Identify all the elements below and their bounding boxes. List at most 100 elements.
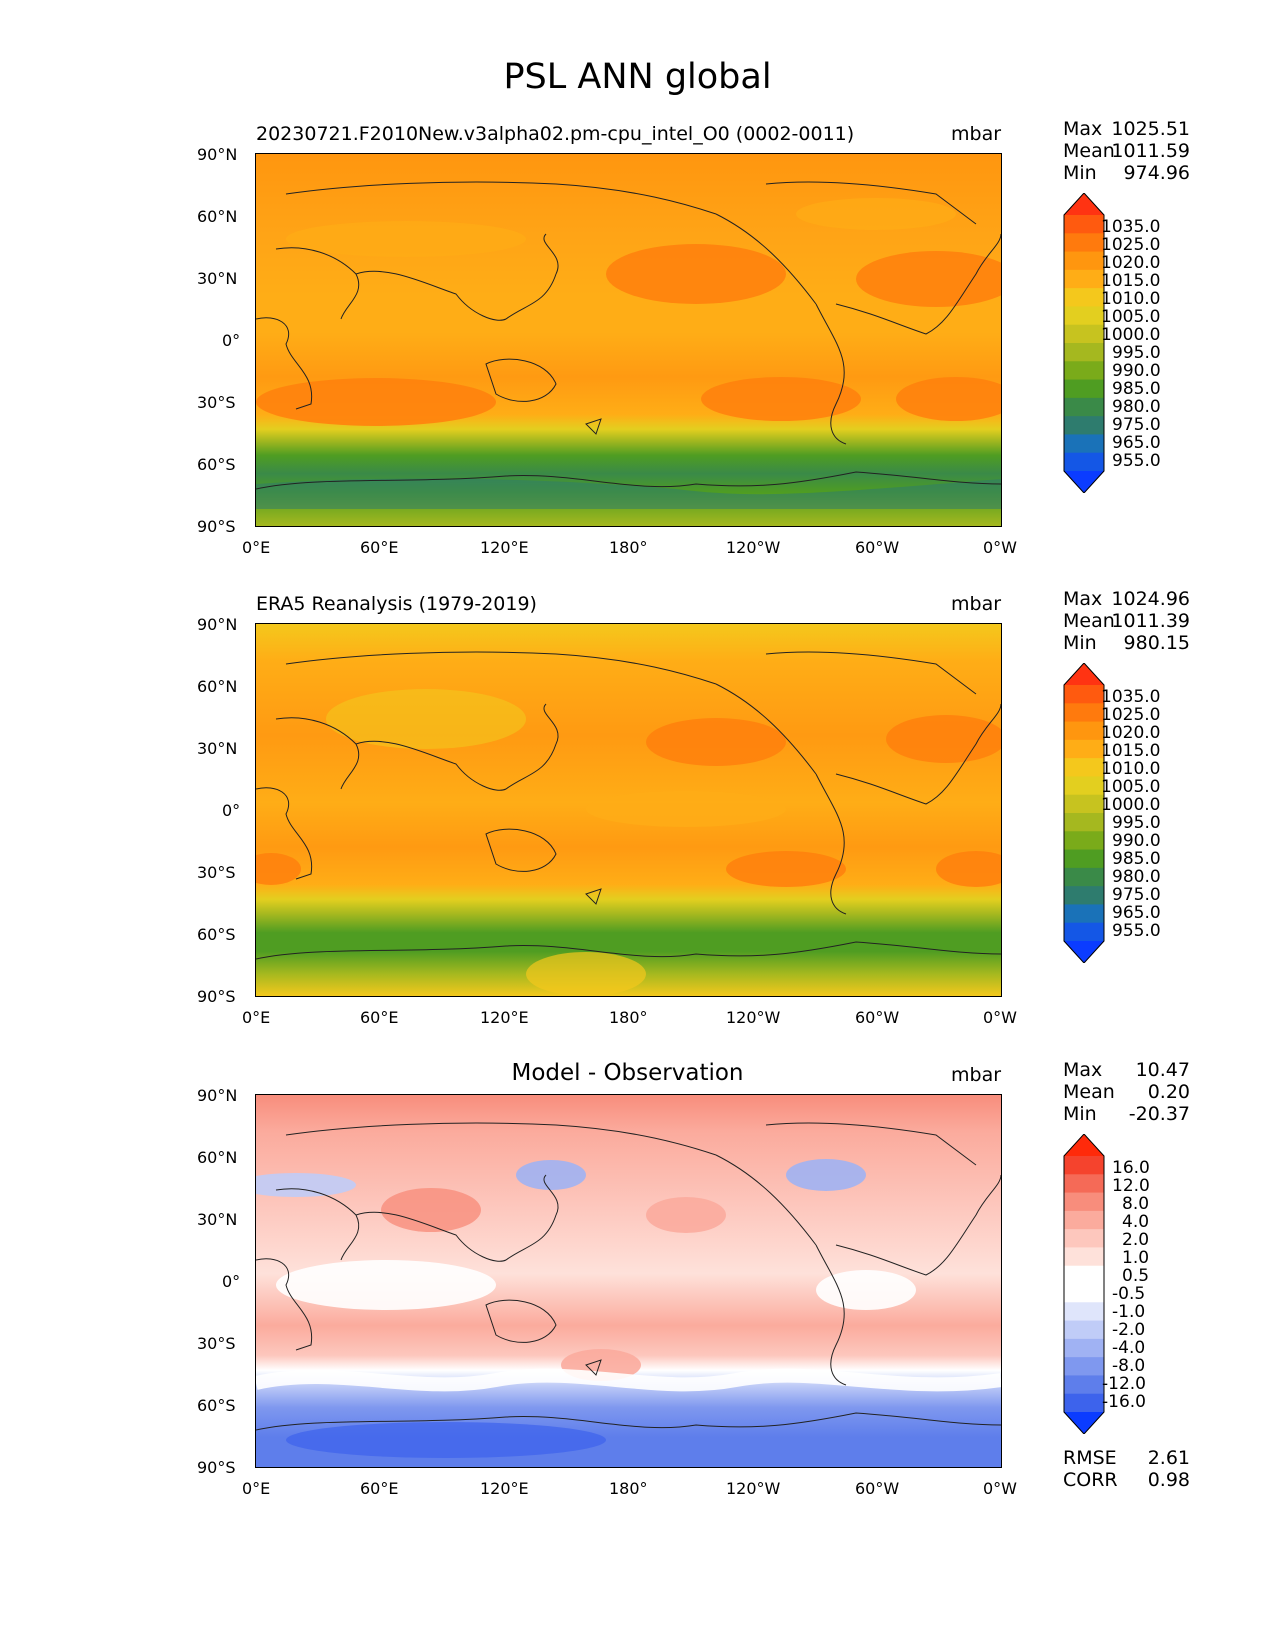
lat-tick: 60°S [197, 1396, 236, 1415]
units-label: mbar [951, 1064, 1002, 1086]
colorbar-label: 1015.0 [1101, 271, 1161, 291]
stat-min-label: Min [1063, 1103, 1097, 1125]
colorbar-label: 955.0 [1112, 921, 1161, 941]
colorbar-label: 1000.0 [1101, 325, 1161, 345]
colorbar-label: 1035.0 [1101, 217, 1161, 237]
lat-tick: 30°N [197, 1210, 238, 1229]
lon-tick: 60°W [855, 1479, 900, 1498]
colorbar-label: -12.0 [1102, 1374, 1146, 1394]
colorbar-label: -2.0 [1112, 1320, 1146, 1340]
colorbar-label: 1025.0 [1101, 235, 1161, 255]
colorbar-label: 2.0 [1122, 1230, 1150, 1250]
stat-mean-label: Mean [1063, 140, 1115, 162]
units-label: mbar [951, 123, 1002, 145]
stat-mean-value: 0.20 [1147, 1081, 1190, 1103]
colorbar-outline [1063, 1134, 1105, 1434]
lat-tick: 0° [222, 331, 241, 350]
colorbar-label: 4.0 [1122, 1212, 1150, 1232]
lat-tick: 60°N [197, 1148, 238, 1167]
colorbar-swatch [1064, 1229, 1104, 1248]
colorbar-label: 965.0 [1112, 903, 1161, 923]
colorbar-label: 1035.0 [1101, 687, 1161, 707]
stat-max-label: Max [1063, 118, 1103, 140]
lon-tick: 60°E [360, 1008, 399, 1027]
lon-tick: 120°W [726, 1479, 781, 1498]
lon-tick: 180° [609, 538, 648, 557]
colorbar-swatch [1064, 397, 1104, 417]
lon-tick: 60°E [360, 538, 399, 557]
colorbar-swatch [1064, 1357, 1104, 1376]
stat-max-value: 10.47 [1135, 1059, 1190, 1081]
lat-tick: 90°N [197, 615, 238, 634]
colorbar-swatch [1064, 343, 1104, 362]
lon-tick: 180° [609, 1008, 648, 1027]
map-field [256, 1095, 1001, 1467]
stat-min-value: -20.37 [1128, 1103, 1190, 1125]
colorbar-swatch [1064, 1393, 1104, 1413]
colorbar-label: -4.0 [1112, 1338, 1146, 1358]
lat-tick: 30°N [197, 269, 238, 288]
colorbar-extend-bottom [1064, 1412, 1104, 1434]
units-label: mbar [951, 593, 1002, 615]
colorbar-label: 995.0 [1112, 813, 1161, 833]
colorbar-label: -0.5 [1112, 1284, 1146, 1304]
stat-min-value: 974.96 [1123, 162, 1190, 184]
lon-tick: 180° [609, 1479, 648, 1498]
colorbar-label: 955.0 [1112, 451, 1161, 471]
colorbar-label: 965.0 [1112, 433, 1161, 453]
lat-tick: 90°S [197, 1458, 236, 1477]
lon-tick: 60°W [855, 1008, 900, 1027]
lat-tick: 30°N [197, 739, 238, 758]
colorbar-swatch [1064, 251, 1104, 271]
colorbar [1063, 663, 1105, 963]
colorbar-outline [1063, 193, 1105, 493]
colorbar-label: 980.0 [1112, 397, 1161, 417]
colorbar-label: 1005.0 [1101, 777, 1161, 797]
lon-tick: 60°E [360, 1479, 399, 1498]
colorbar-label: 1010.0 [1101, 289, 1161, 309]
colorbar-swatch [1064, 776, 1104, 796]
colorbar-label: 1015.0 [1101, 741, 1161, 761]
colorbar-label: -16.0 [1102, 1392, 1146, 1412]
colorbar-label: 1010.0 [1101, 759, 1161, 779]
colorbar-swatch [1064, 306, 1104, 326]
colorbar-label: 985.0 [1112, 849, 1161, 869]
lat-tick: 60°S [197, 925, 236, 944]
stat-min-label: Min [1063, 162, 1097, 184]
colorbar-extend-top [1064, 663, 1104, 685]
colorbar-swatch [1064, 1320, 1104, 1340]
lon-tick: 60°W [855, 538, 900, 557]
panel-title: Model - Observation [511, 1060, 744, 1086]
map-plot [255, 153, 1002, 527]
lat-tick: 60°N [197, 207, 238, 226]
lat-tick: 90°S [197, 517, 236, 536]
lon-tick: 120°W [726, 538, 781, 557]
colorbar-swatch [1064, 1338, 1104, 1358]
map-plot [255, 1094, 1002, 1468]
colorbar-swatch [1064, 416, 1104, 435]
colorbar-swatch [1064, 685, 1104, 704]
corr-label: CORR [1063, 1469, 1118, 1491]
lon-tick: 0°W [983, 1479, 1017, 1498]
colorbar-swatch [1064, 1247, 1104, 1267]
colorbar-extend-top [1064, 193, 1104, 215]
colorbar-label: 8.0 [1122, 1194, 1150, 1214]
colorbar-label: 985.0 [1112, 379, 1161, 399]
colorbar-swatch [1064, 703, 1104, 723]
colorbar-swatch [1064, 1210, 1104, 1230]
lat-tick: 30°S [197, 393, 236, 412]
colorbar-label: 1000.0 [1101, 795, 1161, 815]
colorbar-swatch [1064, 794, 1104, 814]
colorbar-label: 1020.0 [1101, 723, 1161, 743]
colorbar-label: 995.0 [1112, 343, 1161, 363]
coastlines [256, 651, 1001, 960]
lat-tick: 30°S [197, 1334, 236, 1353]
colorbar-swatch [1064, 758, 1104, 777]
colorbar-label: -8.0 [1112, 1356, 1146, 1376]
colorbar-swatch [1064, 1156, 1104, 1175]
colorbar-label: -1.0 [1112, 1302, 1146, 1322]
lat-tick: 90°N [197, 1086, 238, 1105]
panel-title: ERA5 Reanalysis (1979-2019) [256, 593, 537, 615]
figure-title: PSL ANN global [503, 57, 772, 97]
lon-tick: 120°E [480, 1479, 529, 1498]
